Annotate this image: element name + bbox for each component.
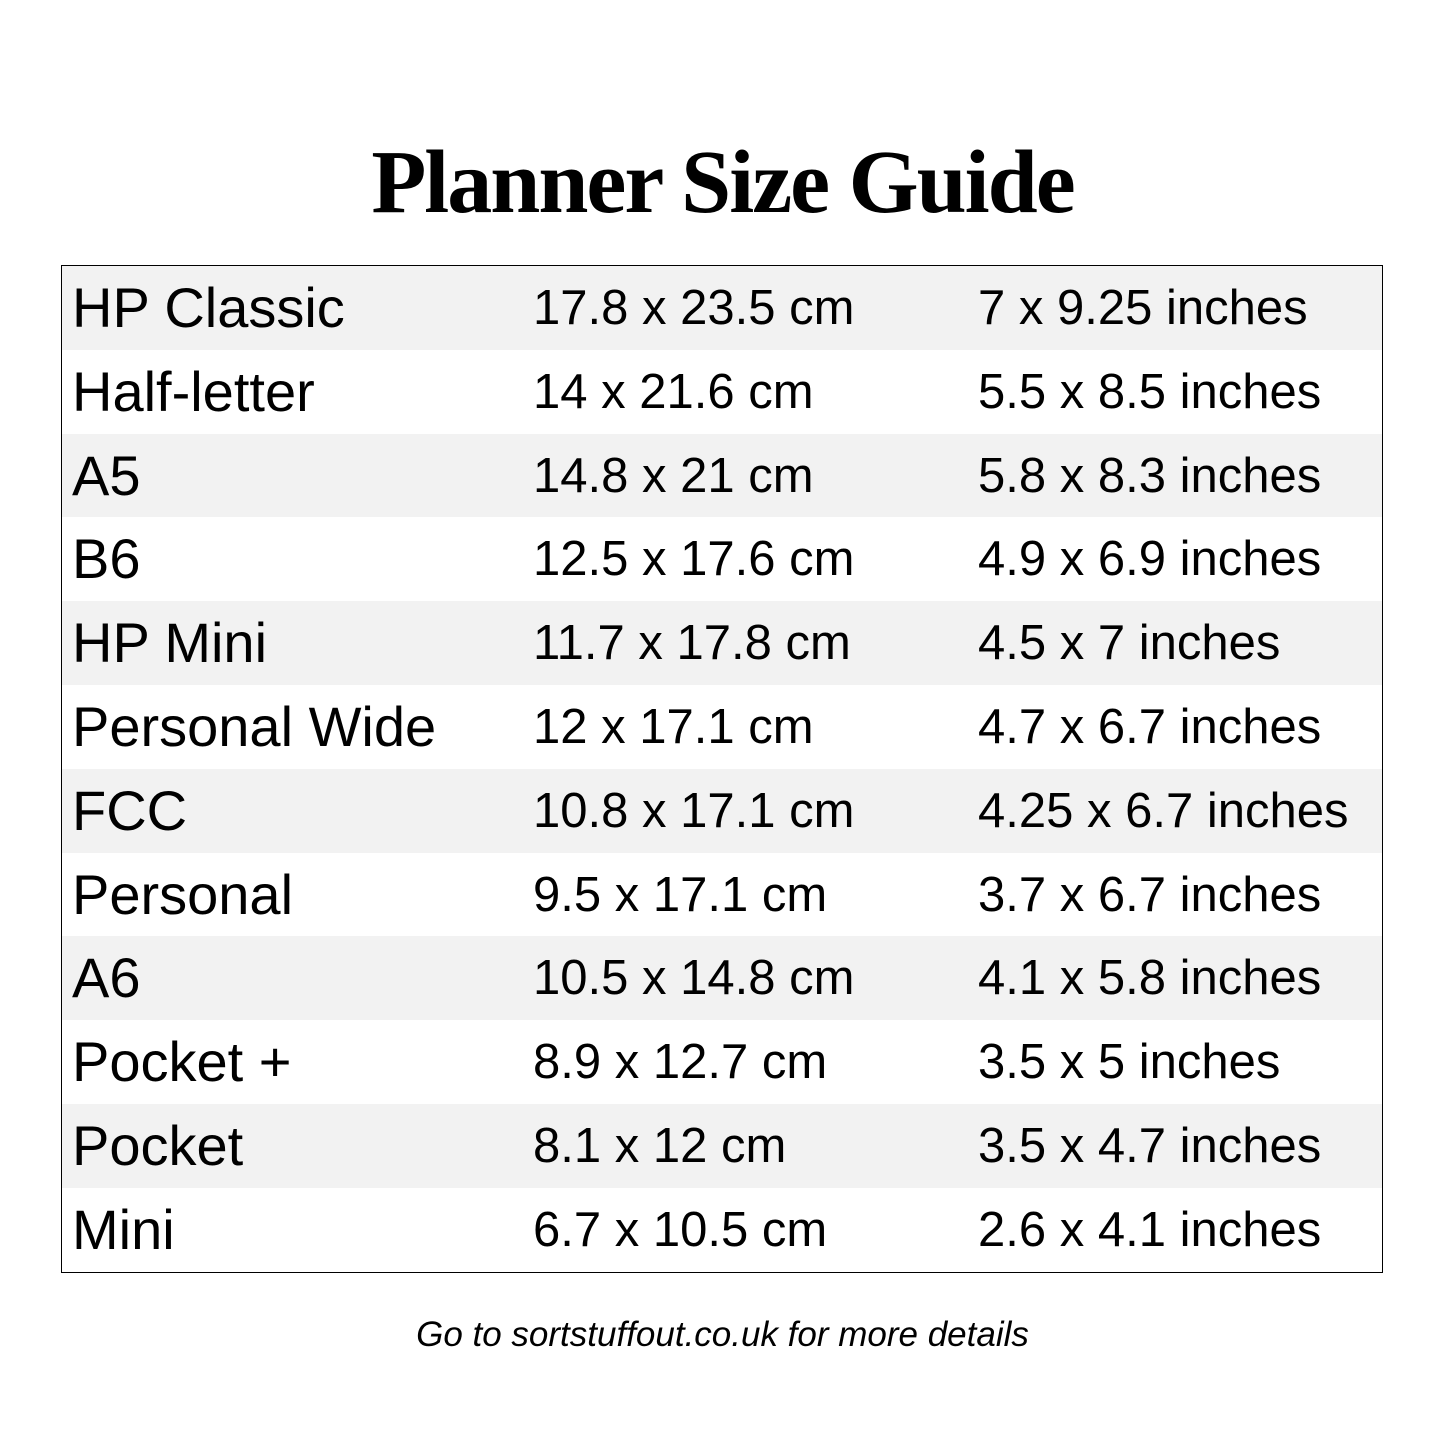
size-name: HP Classic	[72, 276, 345, 339]
table-row: HP Classic 17.8 x 23.5 cm 7 x 9.25 inches	[62, 266, 1382, 350]
size-name: Personal Wide	[72, 694, 437, 758]
table-row: Pocket + 8.9 x 12.7 cm 3.5 x 5 inches	[62, 1020, 1382, 1104]
size-cm: 17.8 x 23.5 cm	[533, 281, 855, 335]
size-inches: 3.5 x 5 inches	[978, 1035, 1281, 1090]
table-row: A6 10.5 x 14.8 cm 4.1 x 5.8 inches	[62, 936, 1382, 1021]
size-inches: 4.7 x 6.7 inches	[978, 699, 1322, 754]
table-row: Personal 9.5 x 17.1 cm 3.7 x 6.7 inches	[62, 853, 1382, 937]
size-cm: 8.9 x 12.7 cm	[533, 1035, 828, 1090]
size-cm: 12.5 x 17.6 cm	[533, 532, 855, 587]
table-row: FCC 10.8 x 17.1 cm 4.25 x 6.7 inches	[62, 768, 1382, 853]
footer-note: Go to sortstuffout.co.uk for more detail…	[416, 1315, 1029, 1354]
table-row: Personal Wide 12 x 17.1 cm 4.7 x 6.7 inche…	[62, 685, 1382, 769]
size-inches: 3.7 x 6.7 inches	[978, 867, 1322, 922]
size-inches: 4.1 x 5.8 inches	[978, 951, 1322, 1006]
size-name: B6	[72, 527, 141, 591]
table-row: HP Mini 11.7 x 17.8 cm 4.5 x 7 inches	[62, 601, 1382, 685]
table-row: Pocket 8.1 x 12 cm 3.5 x 4.7 inches	[62, 1103, 1382, 1188]
size-inches: 4.5 x 7 inches	[978, 616, 1281, 671]
size-name: Personal	[72, 862, 294, 926]
table-row: A5 14.8 x 21 cm 5.8 x 8.3 inches	[62, 433, 1382, 518]
size-cm: 10.5 x 14.8 cm	[533, 951, 855, 1006]
size-cm: 11.7 x 17.8 cm	[533, 616, 851, 671]
size-inches: 3.5 x 4.7 inches	[978, 1118, 1322, 1173]
size-cm: 10.8 x 17.1 cm	[533, 783, 855, 838]
table-row: B6 12.5 x 17.6 cm 4.9 x 6.9 inches	[62, 517, 1382, 601]
size-table: HP Classic 17.8 x 23.5 cm 7 x 9.25 inches H…	[61, 265, 1383, 1273]
size-cm: 6.7 x 10.5 cm	[533, 1202, 828, 1257]
size-cm: 12 x 17.1 cm	[533, 699, 814, 754]
size-inches: 2.6 x 4.1 inches	[978, 1202, 1322, 1257]
table-row: Mini 6.7 x 10.5 cm 2.6 x 4.1 inches	[62, 1188, 1382, 1272]
size-inches: 5.5 x 8.5 inches	[978, 364, 1322, 419]
size-name: Pocket	[72, 1113, 244, 1177]
size-cm: 9.5 x 17.1 cm	[533, 867, 828, 922]
size-inches: 4.25 x 6.7 inches	[978, 783, 1349, 838]
size-cm: 14 x 21.6 cm	[533, 364, 814, 419]
size-name: Mini	[72, 1197, 175, 1261]
size-name: FCC	[72, 778, 188, 842]
size-name: Pocket +	[72, 1030, 292, 1094]
size-inches: 4.9 x 6.9 inches	[978, 532, 1322, 587]
size-name: HP Mini	[72, 611, 268, 675]
size-name: A6	[72, 946, 141, 1010]
size-inches: 7 x 9.25 inches	[978, 281, 1308, 335]
size-inches: 5.8 x 8.3 inches	[978, 448, 1322, 503]
size-name: A5	[72, 443, 141, 507]
table-row: Half-letter 14 x 21.6 cm 5.5 x 8.5 inches	[62, 350, 1382, 434]
size-cm: 8.1 x 12 cm	[533, 1118, 787, 1173]
page-title: Planner Size Guide	[371, 133, 1075, 232]
size-cm: 14.8 x 21 cm	[533, 448, 814, 503]
size-name: Half-letter	[72, 359, 315, 423]
